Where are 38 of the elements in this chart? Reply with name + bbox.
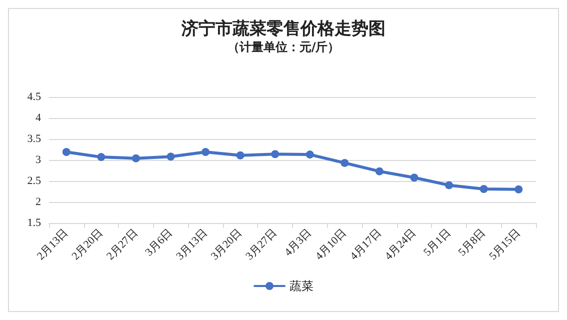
y-tick-label: 3.5 [27,133,42,145]
x-tick-label: 5月1日 [421,226,454,259]
point [202,148,210,156]
x-tick-label: 3月27日 [244,226,280,262]
x-tick-label: 3月13日 [174,226,210,262]
x-tick-label: 2月27日 [104,226,140,262]
chart-subtitle: （计量单位：元/斤） [227,40,340,54]
x-tick-label: 4月24日 [382,226,418,262]
chart-title: 济宁市蔬菜零售价格走势图 [180,19,386,38]
x-tick-label: 5月15日 [487,226,523,262]
x-tick-label: 4月3日 [282,226,314,259]
x-tick-label: 2月13日 [34,226,71,262]
x-tick-label: 2月20日 [70,226,106,262]
y-tick-label: 4 [36,112,42,124]
point [340,158,349,167]
point [410,174,418,182]
point [375,167,384,176]
point [236,151,244,160]
x-tick-label: 5月8日 [456,226,488,259]
x-tick-label: 4月17日 [348,226,384,262]
point [480,184,488,193]
x-tick-label: 3月20日 [208,226,245,262]
point [62,148,70,156]
point [97,153,106,162]
x-tick-label: 4月10日 [313,226,349,262]
y-tick-label: 2.5 [27,175,42,187]
point [132,154,140,162]
y-tick-label: 1.5 [27,217,42,229]
point [166,152,175,161]
point [271,150,280,158]
point [306,150,314,159]
legend-label: 蔬菜 [290,279,314,293]
y-tick-label: 2 [36,196,41,208]
point [514,185,523,194]
y-tick-label: 3 [36,154,42,166]
point [445,181,454,190]
y-tick-label: 4.5 [27,91,42,103]
x-tick-label: 3月6日 [143,226,175,259]
